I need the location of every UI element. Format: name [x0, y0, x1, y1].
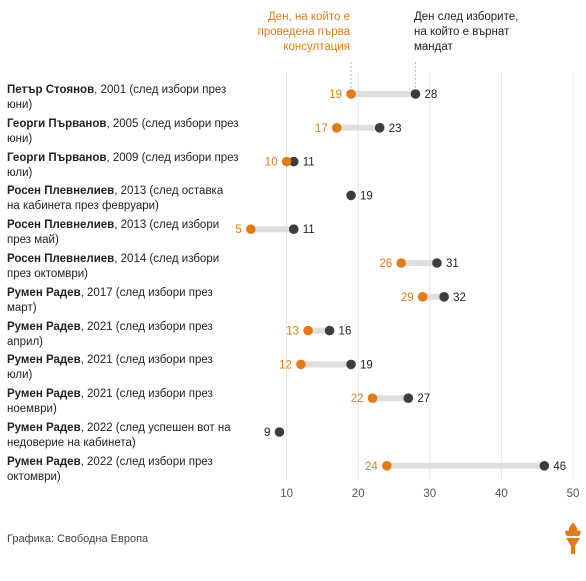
x-tick-label: 10 — [280, 488, 293, 500]
chart-credit: Графика: Свободна Европа — [7, 533, 149, 545]
first-consultation-dot — [296, 359, 306, 370]
x-tick-label: 30 — [423, 488, 436, 500]
mandate-value-label: 11 — [303, 224, 315, 236]
row-label: Румен Радев, 2021 (след избори през апри… — [7, 320, 239, 350]
row-label-desc: , 2014 (след избори през октомври) — [7, 253, 220, 280]
row-label-desc: , 2005 (след избори през юни) — [7, 117, 239, 145]
mandate-dot — [432, 258, 442, 268]
row-label-name: Петър Стоянов — [7, 84, 95, 96]
mandate-value-label: 9 — [264, 427, 270, 439]
first-consultation-value-label: 22 — [351, 393, 364, 405]
first-consultation-dot — [303, 325, 313, 336]
first-consultation-value-label: 26 — [379, 258, 392, 270]
row-label: Румен Радев, 2021 (след избори през юли) — [7, 353, 239, 383]
mandate-value-label: 28 — [424, 89, 437, 101]
mandate-dot — [539, 461, 550, 471]
first-consultation-value-label: 10 — [265, 157, 278, 169]
mandate-value-label: 16 — [339, 326, 352, 338]
row-label-name: Росен Плевнелиев — [7, 185, 115, 198]
mandate-dot — [439, 292, 449, 302]
row-label-name: Румен Радев — [7, 320, 81, 333]
mandate-value-label: 46 — [553, 461, 566, 473]
row-label-desc: , 2017 (след избори през март) — [7, 286, 213, 314]
mandate-value-label: 31 — [446, 258, 459, 270]
mandate-dot — [346, 359, 356, 370]
row-label-name: Росен Плевнелиев — [7, 253, 115, 265]
row-label-desc: , 2021 (след избори през ноември) — [7, 388, 213, 416]
first-consultation-value-label: 24 — [365, 461, 378, 473]
mandate-dot — [288, 224, 299, 234]
row-label: Румен Радев, 2022 (след успешен вот на н… — [7, 421, 239, 451]
mandate-value-label: 23 — [389, 123, 402, 135]
row-label: Росен Плевнелиев, 2013 (след избори през… — [7, 218, 239, 248]
row-label-desc: , 2021 (след избори през юли) — [7, 354, 213, 382]
row-label: Георги Първанов, 2009 (след избори през … — [7, 151, 239, 181]
row-label: Румен Радев, 2017 (след избори през март… — [7, 286, 239, 316]
torch-logo-icon — [565, 522, 581, 554]
mandate-dot — [410, 89, 421, 99]
row-label-desc: , 2001 (след избори през юни) — [7, 84, 227, 111]
first-consultation-value-label: 19 — [329, 89, 342, 101]
row-label-desc: , 2021 (след избори през април) — [7, 320, 213, 348]
row-label-desc: , 2022 (след успешен вот на недоверие на… — [7, 422, 231, 449]
first-consultation-dot — [382, 461, 392, 471]
row-label-name: Георги Първанов — [7, 117, 107, 130]
legend-mandate-returned: Ден след изборите, на който е върнат ман… — [414, 11, 519, 53]
first-consultation-dot — [346, 89, 356, 99]
row-label: Георги Първанов, 2005 (след избори през … — [7, 117, 239, 147]
mandate-dot — [374, 123, 385, 133]
mandate-dot — [288, 156, 299, 167]
row-label-name: Георги Първанов — [7, 151, 107, 164]
mandate-dot — [346, 190, 356, 201]
first-consultation-value-label: 5 — [235, 224, 241, 236]
row-label: Росен Плевнелиев, 2013 (след оставка на … — [7, 184, 239, 214]
mandate-value-label: 32 — [453, 292, 466, 304]
mandate-value-label: 27 — [417, 393, 430, 405]
first-consultation-value-label: 13 — [286, 326, 299, 338]
mandate-value-label: 11 — [303, 157, 315, 169]
row-label-name: Росен Плевнелиев — [7, 219, 115, 232]
mandate-value-label: 19 — [360, 190, 373, 202]
first-consultation-value-label: 17 — [315, 123, 328, 135]
row-label-name: Румен Радев — [7, 422, 81, 434]
legend-first-consultation: Ден, на който е проведена първа консулта… — [257, 11, 350, 53]
first-consultation-value-label: 12 — [279, 359, 292, 371]
row-label-name: Румен Радев — [7, 388, 81, 401]
x-tick-label: 20 — [352, 488, 365, 500]
first-consultation-dot — [331, 123, 342, 133]
first-consultation-dot — [417, 292, 428, 302]
mandate-dot — [274, 427, 285, 437]
row-label: Румен Радев, 2021 (след избори през ноем… — [7, 387, 239, 417]
mandate-value-label: 19 — [360, 359, 373, 371]
row-label: Росен Плевнелиев, 2014 (след избори през… — [7, 252, 239, 282]
first-consultation-dot — [396, 258, 406, 268]
first-consultation-dot — [246, 224, 256, 234]
row-label-desc: , 2013 (след избори през май) — [7, 219, 220, 247]
row-label: Петър Стоянов, 2001 (след избори през юн… — [7, 83, 239, 113]
row-label-name: Румен Радев — [7, 455, 81, 468]
row-label-name: Румен Радев — [7, 286, 81, 299]
mandate-dot — [403, 393, 414, 404]
row-label: Румен Радев, 2022 (след избори през окто… — [7, 455, 239, 485]
first-consultation-dot — [367, 393, 378, 404]
x-tick-label: 50 — [567, 488, 580, 500]
x-tick-label: 40 — [495, 488, 508, 500]
first-consultation-dot — [281, 156, 292, 167]
row-label-name: Румен Радев — [7, 354, 81, 367]
row-label-desc: , 2022 (след избори през октомври) — [7, 455, 213, 483]
first-consultation-value-label: 29 — [401, 292, 414, 304]
row-label-desc: , 2009 (след избори през юли) — [7, 151, 239, 179]
mandate-dot — [324, 325, 335, 336]
row-label-desc: , 2013 (след оставка на кабинета през фе… — [7, 185, 224, 213]
